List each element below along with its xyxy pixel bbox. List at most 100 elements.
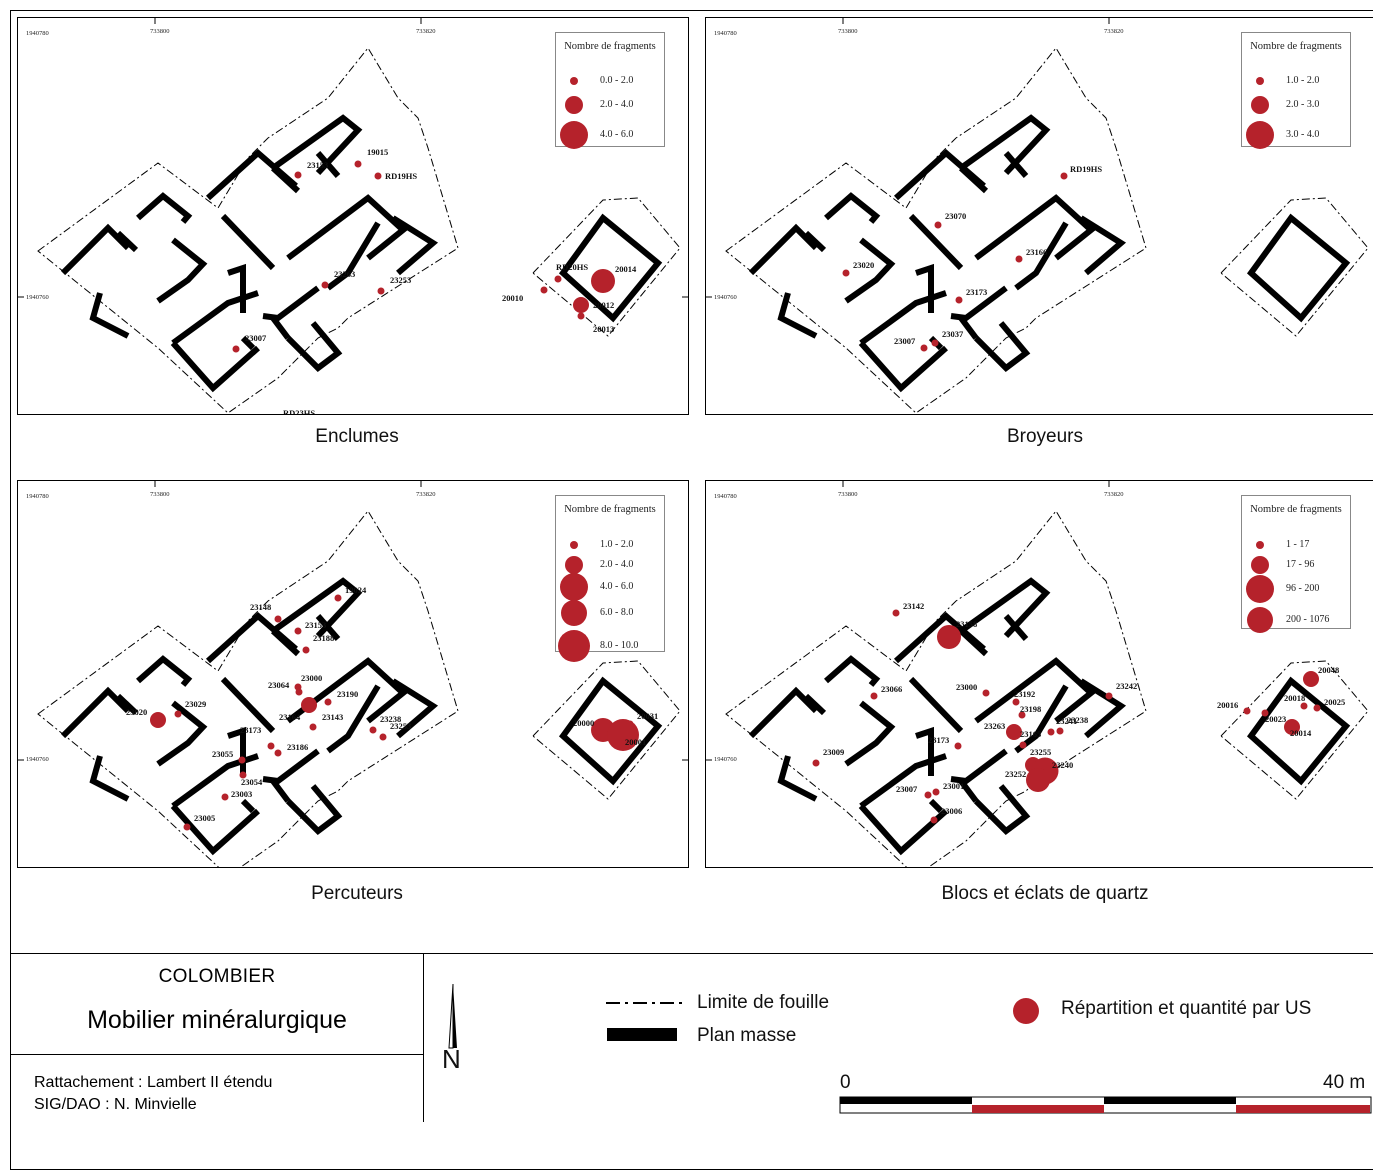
- y-tick-2: 1940760: [714, 294, 737, 301]
- distribution-label: Répartition et quantité par US: [1061, 998, 1312, 1019]
- fragment-point-23263: [321, 281, 329, 289]
- fragment-point-23238: [1056, 727, 1064, 735]
- fragment-point-20012: [573, 297, 589, 313]
- fragment-point-23173: [267, 742, 275, 750]
- wall-segment: [285, 321, 343, 372]
- fragment-point-23007: [232, 345, 240, 353]
- wall-segment: [928, 798, 944, 814]
- wall-segment: [748, 686, 819, 739]
- map-panel-broyeurs: RD19HS 23070 23166 23020 23173 23007 23037 733…: [705, 17, 1373, 415]
- map-title: Mobilier minéralurgique: [87, 1006, 347, 1034]
- legend-label: 2.0 - 3.0: [1286, 99, 1320, 110]
- fragment-point-23000: [982, 689, 990, 697]
- fragment-point-23241: [1047, 728, 1055, 736]
- legend-symbol: [565, 556, 583, 574]
- legend-symbol: [1256, 77, 1264, 85]
- wall-segment: [824, 192, 881, 224]
- author-text: SIG/DAO : N. Minvielle: [34, 1096, 197, 1113]
- fragment-point-23158: [937, 625, 961, 649]
- map-panel-percuteurs: 19024 23148 23153 23188 23064 23000 23190 23164…: [17, 480, 689, 868]
- fragment-point-23001: [932, 788, 940, 796]
- caption-blocs: Blocs et éclats de quartz: [941, 883, 1149, 904]
- wall-segment: [156, 700, 208, 767]
- fragment-point-23173: [954, 742, 962, 750]
- legend-label: 3.0 - 4.0: [1286, 129, 1320, 140]
- point-label: 23066: [881, 684, 902, 694]
- map-panel-blocs: 23142 23158 23066 23000 23192 23198 23263 23241…: [705, 480, 1373, 868]
- point-label: RD20HS: [556, 262, 588, 272]
- excavation-limit-main: [37, 510, 459, 867]
- legend-label: 0.0 - 2.0: [600, 75, 634, 86]
- fragment-point-23142: [892, 609, 900, 617]
- fragment-point-23165: [1019, 741, 1027, 749]
- point-label: 20014: [1290, 728, 1312, 738]
- wall-segment: [326, 684, 381, 754]
- point-label: 23142: [903, 601, 924, 611]
- wall-segment: [170, 341, 260, 393]
- legend-label: 1.0 - 2.0: [600, 539, 634, 550]
- wall-segment: [89, 755, 130, 802]
- scale-start-label: 0: [840, 1072, 851, 1093]
- point-label: 23000: [301, 673, 322, 683]
- x-tick-1: 733800: [150, 28, 170, 35]
- wall-segment: [958, 779, 979, 803]
- point-label: 19015: [367, 147, 388, 157]
- point-label: 20001: [625, 737, 646, 747]
- excavation-limit-main: [37, 47, 459, 414]
- wall-segment: [60, 686, 131, 739]
- wall-segment: [286, 194, 408, 261]
- fragment-point-23164: [301, 697, 317, 713]
- x-tick-1: 733800: [838, 28, 858, 35]
- caption-broyeurs: Broyeurs: [1006, 426, 1084, 447]
- legend-label: 8.0 - 10.0: [600, 640, 639, 651]
- legend-title: Nombre de fragments: [1250, 504, 1342, 515]
- legend-broyeurs: Nombre de fragments 1.0 - 2.0 2.0 - 3.0 3.…: [1241, 32, 1351, 149]
- legend-label: 2.0 - 4.0: [600, 559, 634, 570]
- wall-segment: [227, 263, 246, 313]
- legend-label: 1.0 - 2.0: [1286, 75, 1320, 86]
- wall-segment: [803, 230, 827, 253]
- wall-segment: [271, 577, 363, 639]
- fragment-point-23055: [238, 756, 246, 764]
- legend-label: 96 - 200: [1286, 583, 1320, 594]
- point-label: 23241: [1056, 716, 1077, 726]
- legend-symbol: [1246, 575, 1274, 603]
- wall-segment: [136, 655, 193, 687]
- fragment-point-23066: [870, 692, 878, 700]
- point-label: 23255: [1030, 747, 1051, 757]
- fragment-point-23143: [309, 723, 317, 731]
- x-tick-2: 733820: [1104, 491, 1124, 498]
- title-block: COLOMBIER Mobilier minéralurgique Rattac…: [10, 953, 1373, 1122]
- wall-segment: [1014, 221, 1069, 291]
- wall-segment: [748, 223, 819, 276]
- fragment-point-23009: [812, 759, 820, 767]
- point-label: 23263: [984, 721, 1005, 731]
- fragment-point-23153: [294, 171, 302, 179]
- wall-segment: [974, 194, 1096, 261]
- wall-segment: [908, 676, 964, 734]
- point-label: 23240: [1052, 760, 1073, 770]
- fragment-point-23253: [377, 287, 385, 295]
- distribution-dot-icon: [1013, 998, 1039, 1024]
- title-cartouche: COLOMBIER Mobilier minéralurgique Rattac…: [10, 954, 424, 1122]
- wall-segment: [950, 748, 1008, 785]
- point-label: 23253: [390, 721, 411, 731]
- fragment-point-23238: [369, 726, 377, 734]
- point-label: 23148: [250, 602, 271, 612]
- fragment-point-23173: [955, 296, 963, 304]
- fragment-point-23242: [1105, 692, 1113, 700]
- excavation-limit-east: [1220, 660, 1369, 800]
- fragment-point-23037: [931, 339, 939, 347]
- point-label: 23186: [287, 742, 308, 752]
- wall-building-east: [558, 213, 663, 323]
- fragment-point-23253: [379, 733, 387, 741]
- point-label: 23020: [853, 260, 874, 270]
- site-plan-percuteurs: 19024 23148 23153 23188 23064 23000 23190 23164…: [18, 481, 688, 867]
- point-label: 23037: [942, 329, 964, 339]
- limit-label: Limite de fouille: [697, 992, 830, 1013]
- legend-symbol: [570, 541, 578, 549]
- wall-segment: [115, 693, 139, 716]
- legend-label: 200 - 1076: [1286, 614, 1330, 625]
- point-label: 23198: [1020, 704, 1041, 714]
- point-label: 23006: [941, 806, 962, 816]
